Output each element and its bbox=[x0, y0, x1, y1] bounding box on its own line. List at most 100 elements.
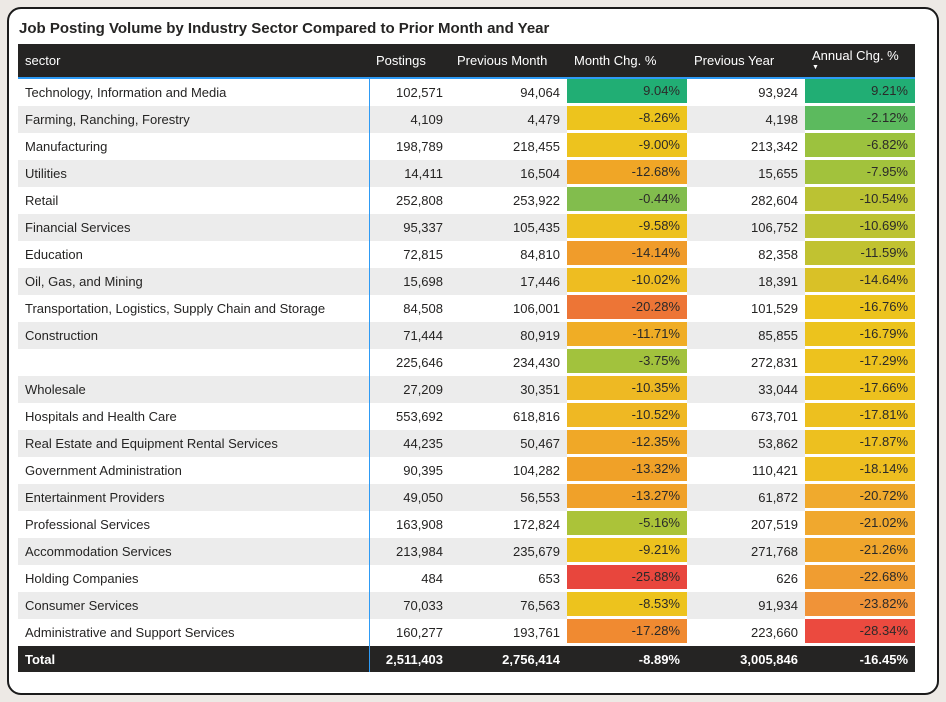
prev-year-cell[interactable]: 18,391 bbox=[687, 268, 805, 295]
month-chg-cell[interactable]: -9.58% bbox=[567, 214, 687, 241]
sector-cell[interactable]: Transportation, Logistics, Supply Chain … bbox=[18, 295, 370, 322]
annual-chg-cell[interactable]: -7.95% bbox=[805, 160, 915, 187]
prev-year-cell[interactable]: 223,660 bbox=[751, 625, 798, 640]
prev-year-cell[interactable]: 110,421 bbox=[751, 463, 798, 478]
prev-month-cell[interactable]: 17,446 bbox=[450, 268, 567, 295]
postings-cell[interactable]: 72,815 bbox=[403, 247, 443, 262]
month-chg-cell[interactable]: -20.28% bbox=[567, 295, 687, 322]
prev-year-cell[interactable]: 53,862 bbox=[687, 430, 805, 457]
sector-cell[interactable]: Utilities bbox=[18, 160, 370, 187]
postings-cell[interactable]: 553,692 bbox=[396, 409, 443, 424]
sector-cell[interactable]: Hospitals and Health Care bbox=[18, 403, 370, 430]
postings-cell[interactable]: 198,789 bbox=[396, 139, 443, 154]
prev-year-cell[interactable]: 673,701 bbox=[751, 409, 798, 424]
sector-cell[interactable]: Oil, Gas, and Mining bbox=[18, 268, 370, 295]
month-chg-cell[interactable]: -12.35% bbox=[567, 430, 687, 457]
sector-cell[interactable]: Technology, Information and Media bbox=[18, 78, 370, 106]
prev-month-cell[interactable]: 253,922 bbox=[513, 193, 560, 208]
annual-chg-cell[interactable]: -22.68% bbox=[805, 565, 915, 592]
postings-cell[interactable]: 163,908 bbox=[396, 517, 443, 532]
postings-cell[interactable]: 70,033 bbox=[369, 592, 450, 619]
sector-cell[interactable]: Consumer Services bbox=[18, 592, 370, 619]
postings-cell[interactable]: 4,109 bbox=[369, 106, 450, 133]
prev-month-cell[interactable]: 4,479 bbox=[450, 106, 567, 133]
annual-chg-cell[interactable]: -11.59% bbox=[805, 241, 915, 268]
month-chg-cell[interactable]: -11.71% bbox=[567, 322, 687, 349]
prev-year-cell[interactable]: 91,934 bbox=[687, 592, 805, 619]
postings-cell[interactable]: 14,411 bbox=[369, 160, 450, 187]
annual-chg-cell[interactable]: -6.82% bbox=[805, 133, 915, 160]
annual-chg-cell[interactable]: -17.29% bbox=[805, 349, 915, 376]
sector-cell[interactable]: Retail bbox=[18, 187, 370, 214]
prev-year-cell[interactable]: 85,855 bbox=[687, 322, 805, 349]
annual-chg-cell[interactable]: -28.34% bbox=[805, 619, 915, 646]
prev-month-cell[interactable]: 105,435 bbox=[450, 214, 567, 241]
sector-cell[interactable]: Financial Services bbox=[18, 214, 370, 241]
annual-chg-cell[interactable]: -17.66% bbox=[805, 376, 915, 403]
prev-year-cell[interactable]: 15,655 bbox=[687, 160, 805, 187]
annual-chg-cell[interactable]: -20.72% bbox=[805, 484, 915, 511]
sector-cell[interactable]: Education bbox=[18, 241, 370, 268]
month-chg-cell[interactable]: -0.44% bbox=[567, 187, 687, 214]
prev-year-cell[interactable]: 272,831 bbox=[751, 355, 798, 370]
month-chg-cell[interactable]: -10.02% bbox=[567, 268, 687, 295]
month-chg-cell[interactable]: -8.53% bbox=[567, 592, 687, 619]
prev-year-cell[interactable]: 4,198 bbox=[687, 106, 805, 133]
column-header-sector[interactable]: sector bbox=[18, 44, 369, 79]
sector-cell[interactable]: Government Administration bbox=[18, 457, 370, 484]
sector-cell[interactable]: Accommodation Services bbox=[18, 538, 370, 565]
column-header-month-chg[interactable]: Month Chg. % bbox=[567, 44, 687, 79]
month-chg-cell[interactable]: -3.75% bbox=[567, 349, 687, 376]
prev-month-cell[interactable]: 193,761 bbox=[513, 625, 560, 640]
postings-cell[interactable]: 252,808 bbox=[396, 193, 443, 208]
annual-chg-cell[interactable]: -10.69% bbox=[805, 214, 915, 241]
prev-month-cell[interactable]: 30,351 bbox=[450, 376, 567, 403]
annual-chg-cell[interactable]: -23.82% bbox=[805, 592, 915, 619]
prev-year-cell[interactable]: 93,924 bbox=[758, 85, 798, 100]
prev-year-cell[interactable]: 213,342 bbox=[751, 139, 798, 154]
month-chg-cell[interactable]: -10.52% bbox=[567, 403, 687, 430]
postings-cell[interactable]: 49,050 bbox=[369, 484, 450, 511]
month-chg-cell[interactable]: -9.00% bbox=[567, 133, 687, 160]
postings-cell[interactable]: 213,984 bbox=[369, 538, 450, 565]
prev-year-cell[interactable]: 271,768 bbox=[687, 538, 805, 565]
column-header-annual-chg[interactable]: Annual Chg. % ▼ bbox=[805, 44, 915, 79]
annual-chg-cell[interactable]: -14.64% bbox=[805, 268, 915, 295]
month-chg-cell[interactable]: -9.21% bbox=[567, 538, 687, 565]
prev-month-cell[interactable]: 76,563 bbox=[450, 592, 567, 619]
postings-cell[interactable]: 160,277 bbox=[396, 625, 443, 640]
postings-cell[interactable]: 95,337 bbox=[369, 214, 450, 241]
prev-month-cell[interactable]: 16,504 bbox=[450, 160, 567, 187]
postings-cell[interactable]: 15,698 bbox=[369, 268, 450, 295]
prev-year-cell[interactable]: 33,044 bbox=[687, 376, 805, 403]
sector-cell[interactable]: Construction bbox=[18, 322, 370, 349]
postings-cell[interactable]: 27,209 bbox=[369, 376, 450, 403]
annual-chg-cell[interactable]: 9.21% bbox=[805, 78, 915, 106]
annual-chg-cell[interactable]: -16.76% bbox=[805, 295, 915, 322]
month-chg-cell[interactable]: -10.35% bbox=[567, 376, 687, 403]
postings-cell[interactable]: 102,571 bbox=[396, 85, 443, 100]
sector-cell[interactable]: Farming, Ranching, Forestry bbox=[18, 106, 370, 133]
prev-month-cell[interactable]: 56,553 bbox=[450, 484, 567, 511]
sector-cell[interactable]: Administrative and Support Services bbox=[18, 619, 370, 646]
prev-month-cell[interactable]: 218,455 bbox=[513, 139, 560, 154]
prev-year-cell[interactable]: 207,519 bbox=[751, 517, 798, 532]
sector-cell[interactable]: Entertainment Providers bbox=[18, 484, 370, 511]
prev-month-cell[interactable]: 234,430 bbox=[513, 355, 560, 370]
prev-month-cell[interactable]: 653 bbox=[538, 571, 560, 586]
prev-month-cell[interactable]: 80,919 bbox=[450, 322, 567, 349]
month-chg-cell[interactable]: -17.28% bbox=[567, 619, 687, 646]
postings-cell[interactable]: 90,395 bbox=[403, 463, 443, 478]
column-header-postings[interactable]: Postings bbox=[369, 44, 450, 79]
prev-month-cell[interactable]: 94,064 bbox=[520, 85, 560, 100]
sector-cell[interactable]: Wholesale bbox=[18, 376, 370, 403]
annual-chg-cell[interactable]: -17.87% bbox=[805, 430, 915, 457]
prev-year-cell[interactable]: 61,872 bbox=[687, 484, 805, 511]
prev-month-cell[interactable]: 50,467 bbox=[450, 430, 567, 457]
prev-month-cell[interactable]: 106,001 bbox=[513, 301, 560, 316]
sector-cell[interactable]: Professional Services bbox=[18, 511, 370, 538]
prev-month-cell[interactable]: 618,816 bbox=[513, 409, 560, 424]
sector-cell[interactable]: Holding Companies bbox=[18, 565, 370, 592]
column-header-previous-month[interactable]: Previous Month bbox=[450, 44, 567, 79]
month-chg-cell[interactable]: -12.68% bbox=[567, 160, 687, 187]
